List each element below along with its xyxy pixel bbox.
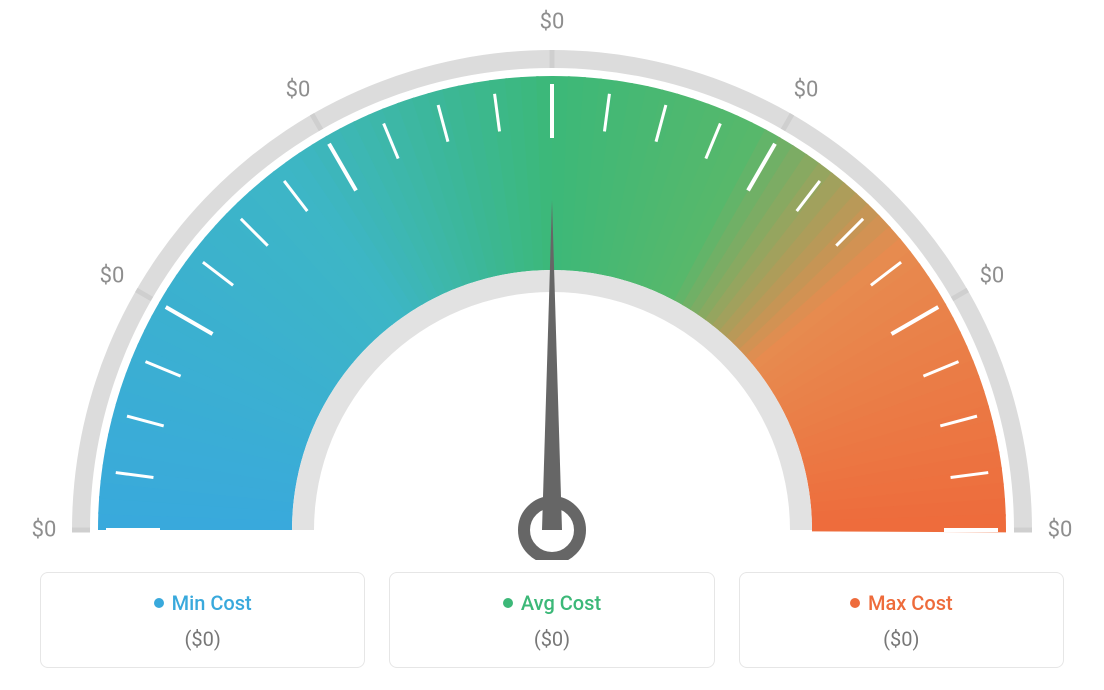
gauge-tick-label: $0 <box>540 10 565 35</box>
gauge-tick-label: $0 <box>100 264 125 289</box>
gauge-tick-label: $0 <box>286 78 311 103</box>
gauge-tick-label: $0 <box>980 264 1005 289</box>
legend-card-min: Min Cost ($0) <box>40 572 365 668</box>
gauge-tick-label: $0 <box>32 518 57 543</box>
legend-dot-max <box>850 598 860 608</box>
legend-value-max: ($0) <box>752 627 1051 651</box>
legend-row: Min Cost ($0) Avg Cost ($0) Max Cost ($0… <box>40 572 1064 668</box>
legend-label-min: Min Cost <box>172 591 252 615</box>
gauge-svg <box>0 0 1104 560</box>
legend-label-avg: Avg Cost <box>521 591 601 615</box>
gauge-tick-label: $0 <box>1048 518 1073 543</box>
gauge-tick-label: $0 <box>794 78 819 103</box>
legend-label-max: Max Cost <box>868 591 953 615</box>
legend-title-min: Min Cost <box>154 591 252 615</box>
legend-card-avg: Avg Cost ($0) <box>389 572 714 668</box>
legend-dot-min <box>154 598 164 608</box>
legend-title-avg: Avg Cost <box>503 591 601 615</box>
legend-card-max: Max Cost ($0) <box>739 572 1064 668</box>
legend-value-min: ($0) <box>53 627 352 651</box>
legend-value-avg: ($0) <box>402 627 701 651</box>
legend-dot-avg <box>503 598 513 608</box>
legend-title-max: Max Cost <box>850 591 953 615</box>
gauge-chart: $0 $0 $0 $0 $0 $0 $0 <box>0 0 1104 560</box>
